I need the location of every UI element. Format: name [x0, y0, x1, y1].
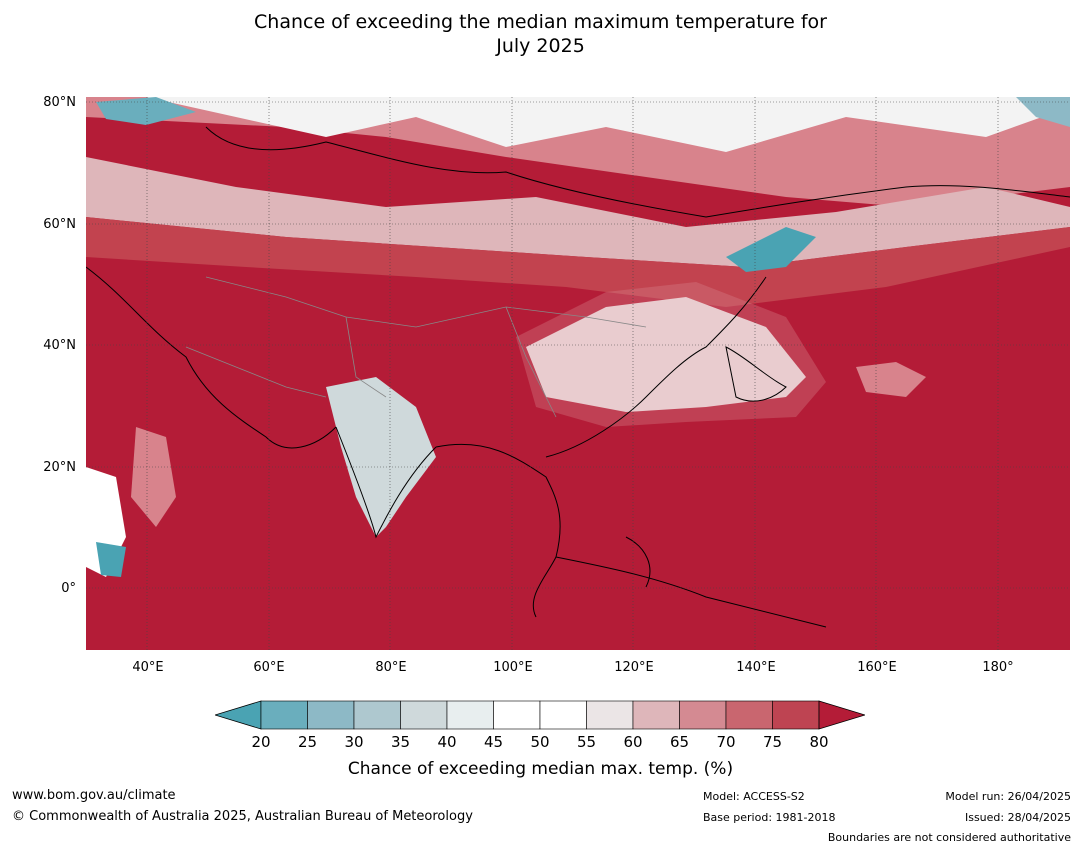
lon-label-40e: 40°E — [132, 660, 164, 675]
colorbar-tick-label: 35 — [390, 733, 411, 751]
graticule — [86, 97, 1070, 650]
colorbar-tick-label: 55 — [576, 733, 597, 751]
base-period-text: Base period: 1981-2018 — [703, 811, 836, 824]
lon-label-120e: 120°E — [614, 660, 654, 675]
colorbar-tick-label: 30 — [344, 733, 364, 751]
scandinavia-cool-patch — [96, 97, 196, 125]
colorbar-segment — [679, 700, 727, 730]
colorbar-segment — [446, 700, 494, 730]
colorbar-segment — [725, 700, 773, 730]
lat-label-40n: 40°N — [43, 338, 76, 353]
colorbar-segment — [493, 700, 541, 730]
disclaimer-text: Boundaries are not considered authoritat… — [827, 831, 1071, 844]
political-borders — [185, 276, 647, 418]
colorbar-segment — [260, 700, 308, 730]
lat-label-0: 0° — [61, 581, 76, 596]
chart-title: Chance of exceeding the median maximum t… — [0, 10, 1081, 58]
map-canvas — [86, 97, 1070, 650]
probability-map — [86, 97, 1070, 650]
lon-label-100e: 100°E — [493, 660, 533, 675]
siberia-cool-patch — [1016, 97, 1070, 127]
arabia-mild-region — [131, 427, 176, 527]
model-run-text: Model run: 26/04/2025 — [945, 790, 1071, 803]
coastlines — [86, 126, 1070, 628]
lat-label-20n: 20°N — [43, 460, 76, 475]
colorbar-segment — [307, 700, 355, 730]
lat-label-60n: 60°N — [43, 217, 76, 232]
model-text: Model: ACCESS-S2 — [703, 790, 805, 803]
lon-label-60e: 60°E — [253, 660, 285, 675]
lon-label-160e: 160°E — [857, 660, 897, 675]
arctic-mild-patches — [86, 157, 1070, 267]
east-asia-neutral-region — [526, 297, 806, 412]
colorbar-tick-label: 50 — [530, 733, 550, 751]
lon-label-80e: 80°E — [375, 660, 407, 675]
colorbar-segment — [400, 700, 448, 730]
colorbar-tick-label: 25 — [297, 733, 318, 751]
colorbar-high-extension — [818, 700, 865, 730]
east-africa-cool-patch — [96, 542, 126, 577]
colorbar-segment — [586, 700, 634, 730]
india-neutral-region — [326, 377, 436, 537]
colorbar-segment — [353, 700, 401, 730]
lat-label-80n: 80°N — [43, 95, 76, 110]
colorbar-tick-label: 70 — [716, 733, 736, 751]
central-asia-warm-band — [86, 217, 1070, 307]
title-line-1: Chance of exceeding the median maximum t… — [254, 11, 827, 33]
colorbar-label: Chance of exceeding median max. temp. (%… — [347, 759, 734, 779]
colorbar-tick-label: 20 — [251, 733, 271, 751]
colorbar-tick-label: 80 — [809, 733, 829, 751]
colorbar-segment — [632, 700, 680, 730]
colorbar-tick-label: 65 — [669, 733, 690, 751]
lon-label-140e: 140°E — [736, 660, 776, 675]
lon-label-180: 180° — [982, 660, 1014, 675]
okhotsk-cool-patch — [726, 227, 816, 272]
siberia-neutral-region — [146, 97, 1070, 152]
title-line-2: July 2025 — [496, 35, 585, 57]
pacific-mild-patch — [856, 362, 926, 397]
colorbar — [215, 700, 865, 730]
colorbar-tick-label: 40 — [437, 733, 457, 751]
copyright-text: © Commonwealth of Australia 2025, Austra… — [12, 809, 473, 824]
colorbar-segment — [772, 700, 820, 730]
colorbar-tick-label: 45 — [483, 733, 504, 751]
issued-text: Issued: 28/04/2025 — [964, 811, 1071, 824]
website-text: www.bom.gov.au/climate — [12, 788, 176, 803]
colorbar-segment — [539, 700, 587, 730]
colorbar-low-extension — [215, 700, 262, 730]
colorbar-tick-label: 75 — [762, 733, 783, 751]
colorbar-tick-label: 60 — [623, 733, 643, 751]
